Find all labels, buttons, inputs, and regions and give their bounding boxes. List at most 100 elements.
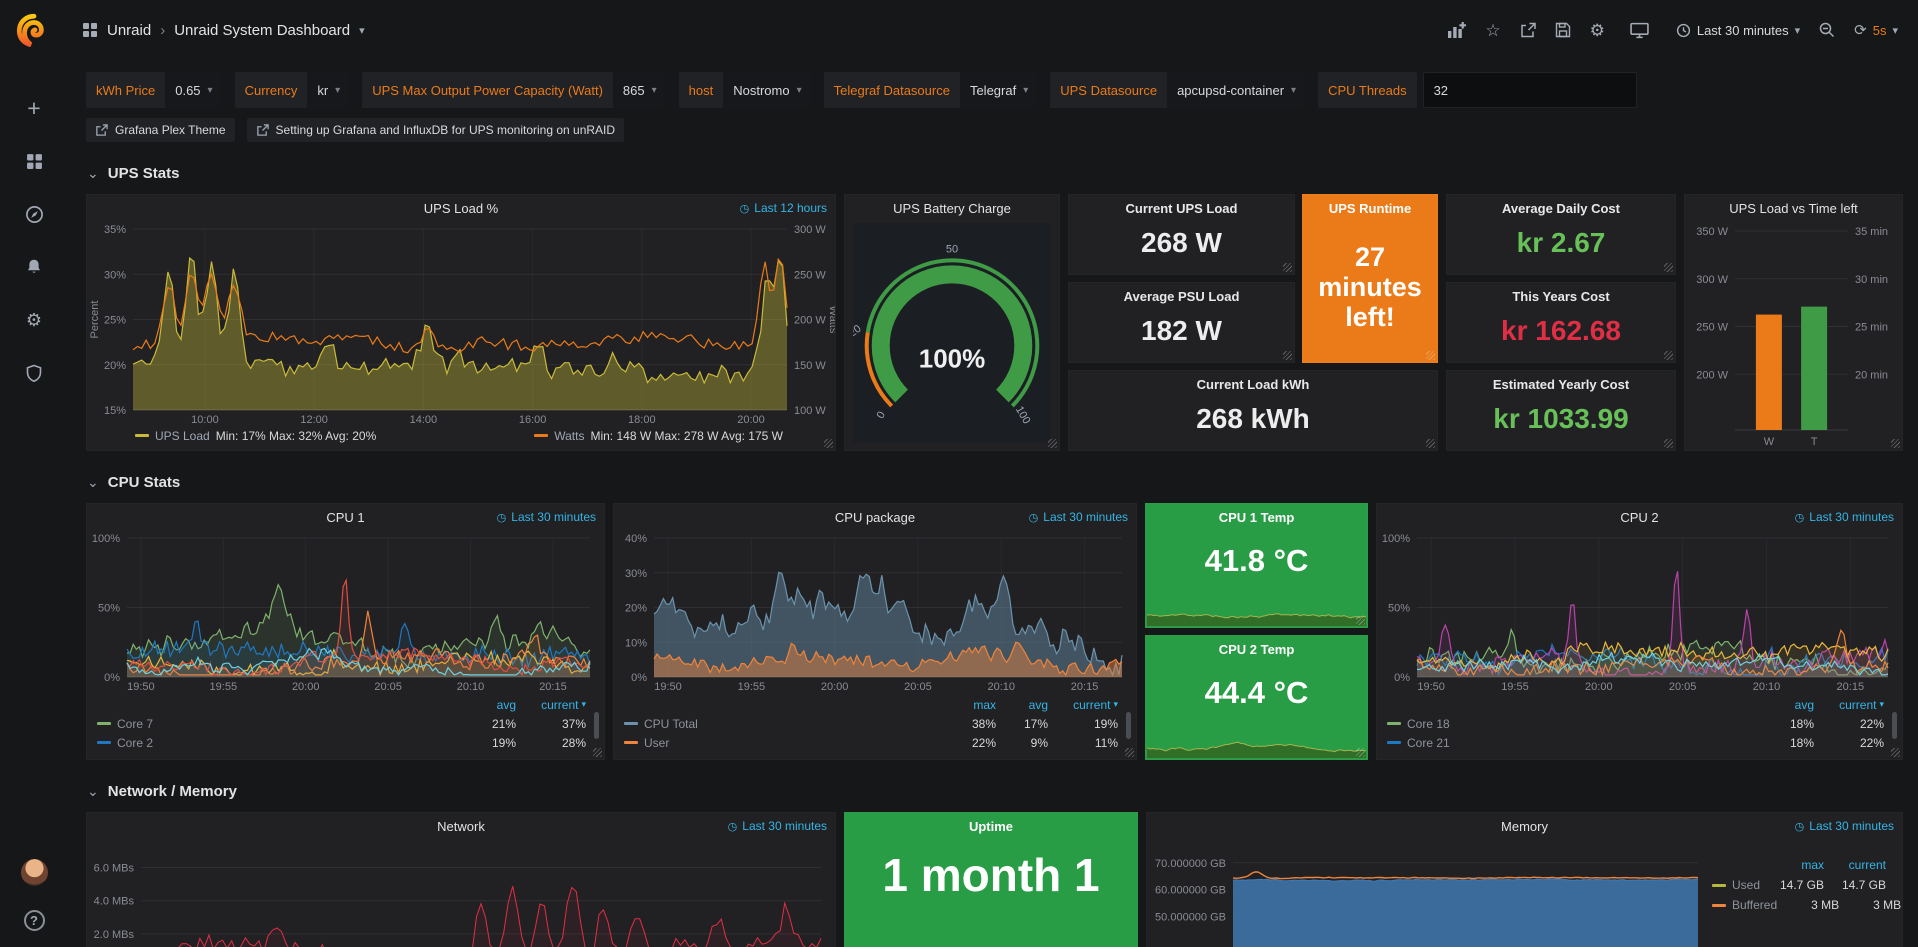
- cpu-threads-input[interactable]: [1422, 72, 1637, 108]
- user-avatar[interactable]: [20, 859, 48, 886]
- legend-item[interactable]: UPS Load Min: 17% Max: 32% Avg: 20%: [135, 429, 376, 443]
- svg-text:10%: 10%: [625, 637, 647, 649]
- legend-sort-current[interactable]: current: [1848, 858, 1886, 872]
- legend-row[interactable]: CPU Total 38% 17% 19%: [624, 714, 1118, 733]
- variable-host[interactable]: host Nostromo ▾: [678, 72, 810, 108]
- cpu2-chart[interactable]: 100% 50% 0% 19:50 19:55 20:00 20:05 20:10 20:15: [1377, 530, 1902, 694]
- refresh-picker[interactable]: ⟳ 5s ▾: [1854, 21, 1898, 39]
- network-chart[interactable]: 6.0 MBs 4.0 MBs 2.0 MBs: [87, 839, 835, 947]
- ups-load-chart[interactable]: 35% 300 W 30% 250 W 25% 200 W 20% 150 W 15% 100 W…: [87, 221, 835, 427]
- cycle-view-monitor-icon[interactable]: [1630, 22, 1649, 39]
- cpu1-chart[interactable]: 100% 50% 0% 19:50 19:55 20:00 20:05 20:10 20:15: [87, 530, 604, 694]
- legend-scrollbar[interactable]: [1892, 712, 1897, 739]
- variable-currency[interactable]: Currency kr ▾: [234, 72, 349, 108]
- stat-value: 1 month 1: [882, 849, 1100, 901]
- legend-row[interactable]: Core 2 19% 28%: [97, 733, 586, 752]
- graph-legend: avg current ▾ Core 7 21% 37% Core 2 19% 2…: [87, 694, 604, 759]
- legend-sort-current[interactable]: current ▾: [1839, 697, 1884, 712]
- dashboard-link-plex-theme[interactable]: Grafana Plex Theme: [86, 118, 235, 142]
- legend-sort-current[interactable]: current ▾: [1073, 697, 1118, 712]
- variable-value[interactable]: 865 ▾: [612, 72, 665, 108]
- memory-chart[interactable]: 70.000000 GB 60.000000 GB 50.000000 GB: [1147, 839, 1712, 947]
- series-color-swatch: [1387, 741, 1401, 744]
- ups-load-vs-time-bar-chart[interactable]: 350 W 35 min 300 W 30 min 250 W 25 min 200 W 20…: [1685, 221, 1902, 450]
- panel-title[interactable]: CPU 2: [1620, 509, 1659, 525]
- variable-kwh-price[interactable]: kWh Price 0.65 ▾: [86, 72, 221, 108]
- panel-ups-battery-charge: UPS Battery Charge 0 20 50 100 100%: [844, 194, 1060, 451]
- svg-text:100 W: 100 W: [794, 405, 826, 417]
- title-caret-down-icon[interactable]: ▾: [359, 24, 365, 37]
- variable-value[interactable]: Nostromo ▾: [723, 72, 810, 108]
- dashboard-link-ups-guide[interactable]: Setting up Grafana and InfluxDB for UPS …: [246, 118, 625, 142]
- variable-ups-max-power[interactable]: UPS Max Output Power Capacity (Watt) 865…: [362, 72, 665, 108]
- variable-label: CPU Threads: [1318, 72, 1417, 108]
- clock-icon: ◷: [1794, 820, 1805, 833]
- variable-ups-datasource[interactable]: UPS Datasource apcupsd-container ▾: [1050, 72, 1305, 108]
- help-icon[interactable]: ?: [23, 910, 45, 931]
- legend-sort-max[interactable]: max: [1801, 858, 1824, 872]
- refresh-icon: ⟳: [1854, 22, 1867, 39]
- panel-title[interactable]: UPS Load %: [423, 200, 499, 216]
- star-icon[interactable]: ☆: [1485, 20, 1501, 40]
- legend-row[interactable]: Used 14.7 GB 14.7 GB: [1712, 875, 1886, 895]
- panel-title[interactable]: Network: [437, 818, 485, 834]
- top-navbar: Unraid › Unraid System Dashboard ▾ ☆ ⚙: [68, 0, 1918, 60]
- legend-sort-current[interactable]: current ▾: [541, 697, 586, 712]
- panel-title[interactable]: Memory: [1501, 818, 1548, 834]
- panel-title[interactable]: CPU package: [834, 509, 916, 525]
- legend-item[interactable]: Watts Min: 148 W Max: 278 W Avg: 175 W: [534, 429, 783, 443]
- row-cpu-stats[interactable]: ⌄ CPU Stats: [87, 469, 1903, 495]
- legend-sort-avg[interactable]: avg: [496, 697, 516, 712]
- panel-title[interactable]: UPS Battery Charge: [893, 200, 1011, 216]
- legend-row[interactable]: Core 18 18% 22%: [1387, 714, 1884, 733]
- legend-row[interactable]: User 22% 9% 11%: [624, 733, 1118, 752]
- create-plus-icon[interactable]: +: [27, 94, 41, 121]
- explore-compass-icon[interactable]: [22, 202, 46, 226]
- panel-estimated-yearly-cost: Estimated Yearly Cost kr 1033.99: [1446, 370, 1676, 451]
- svg-text:100%: 100%: [919, 344, 986, 374]
- svg-text:35 min: 35 min: [1855, 226, 1888, 238]
- legend-sort-avg[interactable]: avg: [1028, 697, 1048, 712]
- legend-row[interactable]: Core 21 18% 22%: [1387, 733, 1884, 752]
- row-ups-stats[interactable]: ⌄ UPS Stats: [87, 160, 1903, 186]
- svg-text:20:15: 20:15: [1837, 681, 1865, 693]
- breadcrumb-root[interactable]: Unraid: [107, 21, 152, 39]
- share-icon[interactable]: [1520, 22, 1536, 38]
- settings-gear-icon[interactable]: ⚙: [1589, 20, 1605, 40]
- time-range-picker[interactable]: Last 30 minutes ▾: [1676, 23, 1800, 38]
- stat-value: kr 1033.99: [1493, 403, 1629, 435]
- variable-value[interactable]: Telegraf ▾: [959, 72, 1037, 108]
- panel-title[interactable]: UPS Load vs Time left: [1729, 200, 1858, 216]
- graph-legend: avg current ▾ Core 18 18% 22% Core 21 18%…: [1377, 694, 1902, 759]
- apps-grid-icon[interactable]: [82, 22, 98, 38]
- legend-scrollbar[interactable]: [1126, 712, 1131, 739]
- legend-row[interactable]: Buffered 3 MB 3 MB: [1712, 895, 1901, 915]
- stat-value: 44.4 °C: [1204, 675, 1309, 711]
- save-icon[interactable]: [1555, 22, 1571, 38]
- variable-telegraf-datasource[interactable]: Telegraf Datasource Telegraf ▾: [823, 72, 1037, 108]
- variable-label: kWh Price: [96, 82, 156, 98]
- dashboards-grid-icon[interactable]: [22, 149, 46, 173]
- alerting-bell-icon[interactable]: [22, 255, 46, 279]
- cpu-package-chart[interactable]: 40% 30% 20% 10% 0% 19:50 19:55 20:00 20:05 20:10 2…: [614, 530, 1136, 694]
- dashboard-title[interactable]: Unraid System Dashboard: [174, 21, 351, 39]
- variable-value[interactable]: 0.65 ▾: [165, 72, 221, 108]
- legend-scrollbar[interactable]: [594, 712, 599, 739]
- variable-value[interactable]: apcupsd-container ▾: [1167, 72, 1305, 108]
- legend-sort-avg[interactable]: avg: [1794, 697, 1814, 712]
- configuration-gear-icon[interactable]: ⚙: [25, 309, 43, 330]
- panel-cpu1: CPU 1 ◷ Last 30 minutes 100% 50% 0% 19:50 19:…: [86, 503, 605, 760]
- svg-text:2.0 MBs: 2.0 MBs: [94, 929, 135, 941]
- svg-text:Watts: Watts: [827, 306, 835, 334]
- row-network-memory[interactable]: ⌄ Network / Memory: [87, 778, 1903, 804]
- server-admin-shield-icon[interactable]: [22, 361, 46, 385]
- legend-sort-max[interactable]: max: [973, 697, 996, 712]
- panel-title[interactable]: CPU 1: [326, 509, 365, 525]
- grafana-logo[interactable]: [14, 12, 54, 52]
- zoom-out-icon[interactable]: [1819, 22, 1835, 38]
- stat-title: This Years Cost: [1512, 289, 1610, 304]
- legend-row[interactable]: Core 7 21% 37%: [97, 714, 586, 733]
- cost-stat-group: Average Daily Cost kr 2.67 This Years Co…: [1446, 194, 1676, 451]
- variable-value[interactable]: kr ▾: [307, 72, 349, 108]
- add-panel-icon[interactable]: [1447, 21, 1467, 39]
